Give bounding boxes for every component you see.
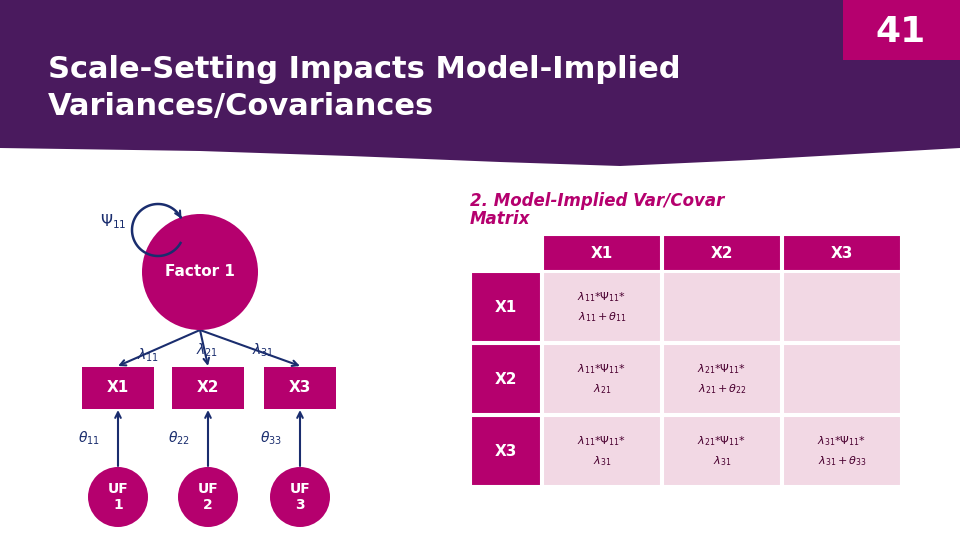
Text: $\lambda_{21}$: $\lambda_{21}$ [196, 341, 218, 359]
FancyBboxPatch shape [783, 344, 901, 414]
FancyBboxPatch shape [264, 367, 336, 409]
Text: X1: X1 [107, 381, 130, 395]
FancyBboxPatch shape [543, 272, 661, 342]
Circle shape [142, 214, 258, 330]
Text: $\theta_{22}$: $\theta_{22}$ [168, 429, 190, 447]
Circle shape [88, 467, 148, 527]
Bar [843, 0, 960, 60]
FancyBboxPatch shape [783, 272, 901, 342]
FancyBboxPatch shape [543, 416, 661, 486]
Text: $\lambda_{11}$*$\Psi_{11}$*
$\lambda_{21}$: $\lambda_{11}$*$\Psi_{11}$* $\lambda_{21… [577, 362, 627, 396]
Text: X2: X2 [710, 246, 733, 260]
FancyBboxPatch shape [471, 272, 541, 342]
Polygon shape [0, 0, 960, 166]
Text: $\lambda_{21}$*$\Psi_{11}$*
$\lambda_{21}+\theta_{22}$: $\lambda_{21}$*$\Psi_{11}$* $\lambda_{21… [697, 362, 747, 396]
FancyBboxPatch shape [543, 235, 661, 271]
Text: X3: X3 [830, 246, 853, 260]
Text: $\lambda_{11}$: $\lambda_{11}$ [137, 346, 159, 364]
Text: 2. Model-Implied Var/Covar: 2. Model-Implied Var/Covar [470, 192, 725, 210]
FancyBboxPatch shape [172, 367, 244, 409]
FancyBboxPatch shape [543, 344, 661, 414]
Text: X2: X2 [197, 381, 219, 395]
FancyBboxPatch shape [783, 416, 901, 486]
Text: $\theta_{33}$: $\theta_{33}$ [260, 429, 282, 447]
FancyBboxPatch shape [663, 344, 781, 414]
FancyBboxPatch shape [663, 416, 781, 486]
Text: Factor 1: Factor 1 [165, 265, 235, 280]
Text: $\lambda_{31}$*$\Psi_{11}$*
$\lambda_{31}+\theta_{33}$: $\lambda_{31}$*$\Psi_{11}$* $\lambda_{31… [817, 434, 867, 468]
Circle shape [270, 467, 330, 527]
Text: UF
1: UF 1 [108, 482, 129, 511]
Text: Scale-Setting Impacts Model-Implied
Variances/Covariances: Scale-Setting Impacts Model-Implied Vari… [48, 55, 681, 121]
Text: $\theta_{11}$: $\theta_{11}$ [78, 429, 100, 447]
Text: $\Psi_{11}$: $\Psi_{11}$ [101, 213, 127, 231]
FancyBboxPatch shape [663, 272, 781, 342]
FancyBboxPatch shape [82, 367, 154, 409]
FancyBboxPatch shape [783, 235, 901, 271]
Text: $\lambda_{11}$*$\Psi_{11}$*
$\lambda_{31}$: $\lambda_{11}$*$\Psi_{11}$* $\lambda_{31… [577, 434, 627, 468]
Text: X2: X2 [494, 372, 517, 387]
Text: $\lambda_{21}$*$\Psi_{11}$*
$\lambda_{31}$: $\lambda_{21}$*$\Psi_{11}$* $\lambda_{31… [697, 434, 747, 468]
Text: X3: X3 [289, 381, 311, 395]
Text: $\lambda_{11}$*$\Psi_{11}$*
$\lambda_{11} + \theta_{11}$: $\lambda_{11}$*$\Psi_{11}$* $\lambda_{11… [577, 290, 627, 324]
Text: UF
3: UF 3 [290, 482, 310, 511]
Text: X1: X1 [494, 300, 517, 314]
Text: X3: X3 [494, 443, 517, 458]
Bar [0, 0, 960, 148]
FancyBboxPatch shape [663, 235, 781, 271]
Text: UF
2: UF 2 [198, 482, 218, 511]
Text: 41: 41 [876, 15, 926, 49]
Text: Matrix: Matrix [470, 210, 531, 228]
Circle shape [178, 467, 238, 527]
Text: X1: X1 [590, 246, 613, 260]
FancyBboxPatch shape [471, 416, 541, 486]
FancyBboxPatch shape [471, 344, 541, 414]
Text: $\lambda_{31}$: $\lambda_{31}$ [252, 341, 275, 359]
